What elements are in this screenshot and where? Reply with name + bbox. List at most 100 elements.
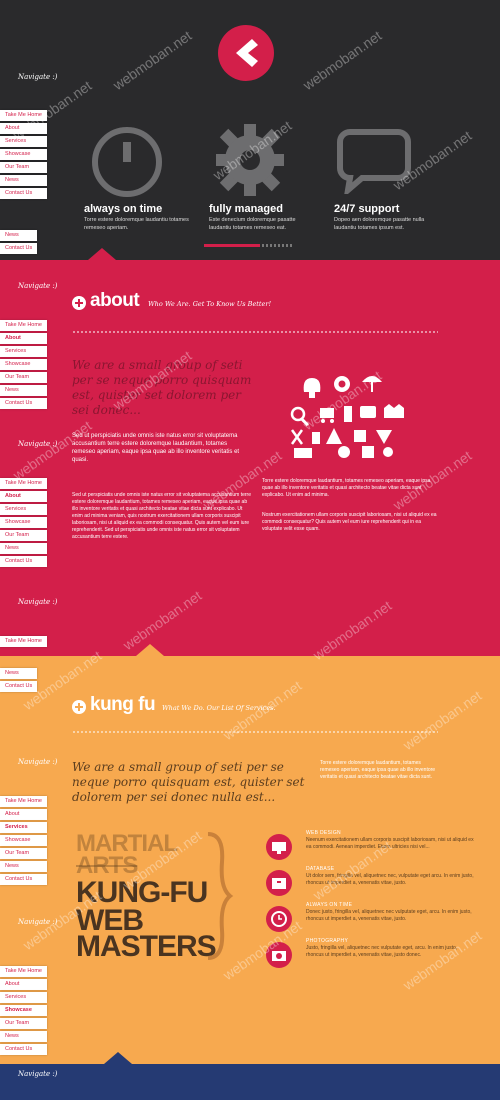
clock-icon [271,911,287,927]
nav-item-news[interactable]: News [0,385,47,396]
nav-item-services[interactable]: Services [0,504,47,515]
nav-item-home[interactable]: Take Me Home [0,320,47,331]
plus-circle-icon [72,296,86,310]
side-nav-hero-extra: News Contact Us [0,230,38,256]
nav-item-about[interactable]: About [0,123,47,134]
clip-icon [383,447,393,457]
nav-item-about[interactable]: About [0,333,47,344]
nav-item-about[interactable]: About [0,809,47,820]
chevron-logo-icon [232,39,258,67]
nav-item-home[interactable]: Take Me Home [0,966,47,977]
feature-desc-ontime: Torre estere doloremque laudantiu totame… [84,217,189,231]
about-title: about [90,290,140,311]
bottle-icon [344,406,352,422]
nav-item-home[interactable]: Take Me Home [0,110,47,121]
nav-item-team[interactable]: Our Team [0,530,47,541]
navigate-label: Navigate :) [18,1070,58,1078]
nav-item-about[interactable]: About [0,491,47,502]
nav-item-home[interactable]: Take Me Home [0,636,47,647]
clock-icon [92,127,162,197]
nav-item-news[interactable]: News [0,175,47,186]
feature-title-support: 24/7 support [334,203,400,215]
section-notch [104,1052,132,1064]
navigate-label: Navigate :) [18,282,58,290]
camera-icon [272,951,286,961]
nav-item-team[interactable]: Our Team [0,1018,47,1029]
nav-item-news[interactable]: News [0,1031,47,1042]
brand-logo[interactable] [218,25,274,81]
feature-title-ontime: always on time [84,203,163,215]
navigate-label: Navigate :) [18,758,58,766]
nav-item-contact[interactable]: Contact Us [0,874,47,885]
nav-item-home[interactable]: Take Me Home [0,478,47,489]
always-on-time-badge [266,906,292,932]
nav-item-contact[interactable]: Contact Us [0,556,47,567]
nav-item-home[interactable]: Take Me Home [0,796,47,807]
service-title-ontime: ALWAYS ON TIME [306,902,353,908]
nav-item-team[interactable]: Our Team [0,162,47,173]
nav-item-contact[interactable]: Contact Us [0,398,47,409]
side-nav-about: Take Me Home About Services Showcase Our… [0,320,47,411]
masters-heading: MASTERS [76,930,217,963]
nav-item-showcase[interactable]: Showcase [0,149,47,160]
nav-item-services[interactable]: Services [0,822,47,833]
umbrella-icon [362,376,382,382]
database-box-icon [272,878,286,889]
about-paragraph-4: Nostrum exercitationem ullam corporis su… [262,512,437,532]
navigate-label: Navigate :) [18,73,58,81]
kungfu-side-text: Torre estere doloremque laudantium, tota… [320,760,436,780]
nav-item-showcase[interactable]: Showcase [0,517,47,528]
service-desc-database: Ut dolor sem, fringilla vel, aliquetnec … [306,873,474,886]
nav-item-services[interactable]: Services [0,992,47,1003]
about-subtitle: Who We Are. Get To Know Us Better! [148,300,272,308]
nav-item-news[interactable]: News [0,668,38,679]
nav-item-contact[interactable]: Contact Us [0,681,38,692]
speech-bubble-icon [337,129,411,194]
nav-item-contact[interactable]: Contact Us [0,1044,47,1055]
nav-item-team[interactable]: Our Team [0,848,47,859]
nav-item-contact[interactable]: Contact Us [0,188,47,199]
services-icon-cluster [290,376,404,458]
cart-icon [320,408,334,418]
nav-item-team[interactable]: Our Team [0,372,47,383]
nav-item-contact[interactable]: Contact Us [0,243,38,254]
photography-badge [266,942,292,968]
time-icon [338,446,350,458]
side-nav-kf: News Contact Us [0,668,38,694]
kungfu-subtitle: What We Do. Our List Of Services. [162,704,276,712]
feature-desc-managed: Este denecium doloremque pasatte laudant… [209,217,296,231]
lock-icon [354,430,366,442]
database-badge [266,870,292,896]
factory-icon [384,404,404,418]
nav-item-about[interactable]: About [0,979,47,990]
navigate-label: Navigate :) [18,598,58,606]
side-nav-hero: Take Me Home About Services Showcase Our… [0,110,47,201]
web-design-badge [266,834,292,860]
nav-item-showcase[interactable]: Showcase [0,1005,47,1016]
side-nav-kf-3: Take Me Home About Services Showcase Our… [0,966,47,1057]
nav-item-showcase[interactable]: Showcase [0,835,47,846]
side-nav-about-3: Take Me Home [0,636,47,649]
scissors-icon [290,429,304,445]
edit-icon [362,446,374,458]
nav-item-services[interactable]: Services [0,346,47,357]
section-notch [136,644,164,656]
monitor-icon [272,842,286,854]
nav-item-news[interactable]: News [0,230,38,241]
plus-circle-icon [72,700,86,714]
arts-heading: ARTS [76,852,138,879]
side-nav-kf-2: Take Me Home About Services Showcase Our… [0,796,47,887]
feature-desc-support: Dopeo aen doloremque pasatte nulla lauda… [334,217,425,231]
nav-item-news[interactable]: News [0,861,47,872]
laptop-icon [294,448,312,458]
kungfu-title: kung fu [90,694,156,715]
icecream-icon [376,430,392,444]
nav-item-news[interactable]: News [0,543,47,554]
nav-item-showcase[interactable]: Showcase [0,359,47,370]
service-desc-web: Neenum exercitationem ullam corporis sus… [306,837,474,850]
nav-item-services[interactable]: Services [0,136,47,147]
dotted-divider [72,330,438,333]
phone-icon [312,432,320,444]
about-paragraph-1: Sed ut perspiciatis unde omnis iste natu… [72,433,240,463]
about-paragraph-2: Sed ut perspiciatis unde omnis iste natu… [72,492,251,540]
